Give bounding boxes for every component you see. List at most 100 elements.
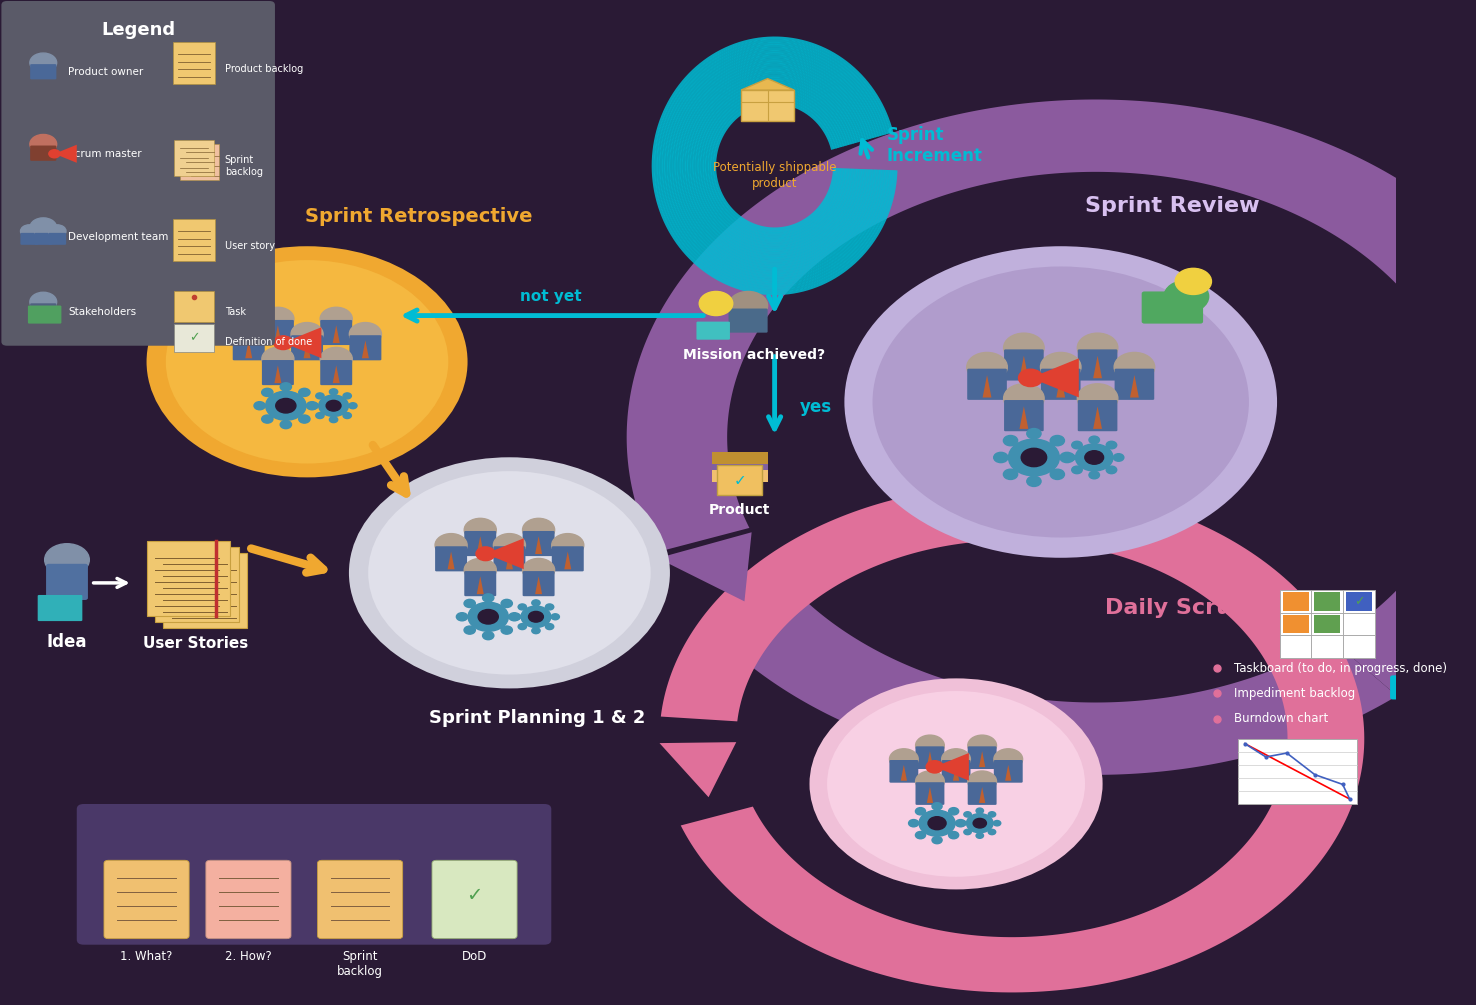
FancyBboxPatch shape — [493, 547, 525, 572]
FancyBboxPatch shape — [49, 233, 66, 245]
Circle shape — [1106, 441, 1117, 449]
Text: Task: Task — [224, 307, 245, 317]
Text: Sprint
backlog: Sprint backlog — [224, 155, 263, 177]
Circle shape — [890, 749, 918, 770]
FancyBboxPatch shape — [291, 336, 323, 361]
FancyBboxPatch shape — [915, 747, 945, 769]
FancyBboxPatch shape — [1004, 400, 1044, 431]
Text: DoD: DoD — [462, 950, 487, 963]
Circle shape — [21, 225, 38, 237]
Circle shape — [1076, 444, 1113, 471]
Circle shape — [291, 323, 323, 346]
Circle shape — [49, 225, 66, 237]
Circle shape — [523, 559, 555, 582]
FancyBboxPatch shape — [942, 760, 971, 783]
FancyBboxPatch shape — [1280, 590, 1374, 658]
Circle shape — [1106, 466, 1117, 473]
FancyBboxPatch shape — [30, 64, 56, 79]
Text: Product: Product — [708, 502, 770, 517]
Circle shape — [967, 814, 993, 833]
Text: Sprint
backlog: Sprint backlog — [337, 950, 384, 978]
Circle shape — [993, 452, 1008, 462]
FancyBboxPatch shape — [968, 747, 996, 769]
Circle shape — [531, 628, 540, 634]
FancyBboxPatch shape — [523, 531, 555, 556]
Circle shape — [261, 308, 294, 331]
Circle shape — [44, 544, 90, 576]
Text: ✓: ✓ — [189, 332, 199, 344]
FancyBboxPatch shape — [164, 553, 246, 628]
Circle shape — [500, 599, 512, 607]
Polygon shape — [1057, 375, 1066, 398]
Circle shape — [521, 606, 551, 627]
FancyBboxPatch shape — [1390, 675, 1429, 699]
Circle shape — [307, 402, 317, 410]
Circle shape — [1077, 384, 1117, 413]
FancyBboxPatch shape — [320, 360, 353, 385]
FancyBboxPatch shape — [729, 309, 768, 333]
Circle shape — [993, 749, 1023, 770]
Circle shape — [1018, 369, 1042, 387]
Polygon shape — [1094, 406, 1103, 429]
Circle shape — [1051, 435, 1064, 446]
Circle shape — [30, 53, 56, 72]
Circle shape — [909, 819, 918, 827]
Text: Idea: Idea — [47, 633, 87, 651]
Circle shape — [1004, 469, 1017, 479]
Circle shape — [844, 246, 1277, 558]
Polygon shape — [506, 552, 514, 569]
Circle shape — [261, 388, 273, 396]
Circle shape — [254, 402, 266, 410]
Polygon shape — [332, 365, 339, 383]
FancyBboxPatch shape — [993, 760, 1023, 783]
Circle shape — [1072, 466, 1082, 473]
Circle shape — [931, 836, 942, 844]
Circle shape — [872, 266, 1249, 538]
Circle shape — [512, 614, 521, 620]
FancyBboxPatch shape — [523, 571, 555, 596]
Polygon shape — [486, 539, 524, 569]
Circle shape — [456, 613, 468, 621]
Text: Daily Scrum Meeting: Daily Scrum Meeting — [1106, 598, 1365, 618]
Circle shape — [523, 519, 555, 542]
Polygon shape — [304, 341, 310, 358]
Circle shape — [276, 398, 295, 413]
Circle shape — [1004, 384, 1044, 413]
Polygon shape — [55, 145, 77, 163]
Circle shape — [1114, 353, 1154, 382]
Text: ✓: ✓ — [1353, 595, 1364, 608]
FancyBboxPatch shape — [317, 860, 403, 939]
Circle shape — [435, 534, 466, 557]
Circle shape — [326, 400, 341, 411]
FancyBboxPatch shape — [967, 369, 1007, 400]
FancyBboxPatch shape — [180, 144, 218, 180]
Circle shape — [319, 395, 348, 416]
Circle shape — [316, 413, 325, 418]
Circle shape — [261, 348, 294, 371]
Text: ✓: ✓ — [466, 886, 483, 904]
Text: Development team: Development team — [68, 232, 168, 242]
FancyBboxPatch shape — [186, 148, 224, 184]
Circle shape — [329, 389, 338, 395]
Text: Sprint
Increment: Sprint Increment — [886, 127, 982, 165]
FancyBboxPatch shape — [1283, 615, 1309, 633]
Circle shape — [968, 735, 996, 756]
Circle shape — [465, 519, 496, 542]
FancyBboxPatch shape — [146, 541, 230, 616]
FancyBboxPatch shape — [1114, 369, 1154, 400]
Text: Legend: Legend — [102, 21, 176, 39]
FancyBboxPatch shape — [968, 782, 996, 805]
Polygon shape — [1020, 406, 1029, 429]
Circle shape — [949, 808, 959, 815]
Polygon shape — [979, 751, 986, 767]
FancyBboxPatch shape — [261, 320, 294, 345]
Circle shape — [1077, 333, 1117, 363]
Circle shape — [463, 626, 475, 634]
Polygon shape — [741, 78, 794, 90]
Circle shape — [928, 817, 946, 830]
FancyBboxPatch shape — [173, 42, 215, 84]
Circle shape — [915, 808, 925, 815]
Circle shape — [509, 613, 520, 621]
Circle shape — [1004, 333, 1044, 363]
Circle shape — [329, 417, 338, 423]
